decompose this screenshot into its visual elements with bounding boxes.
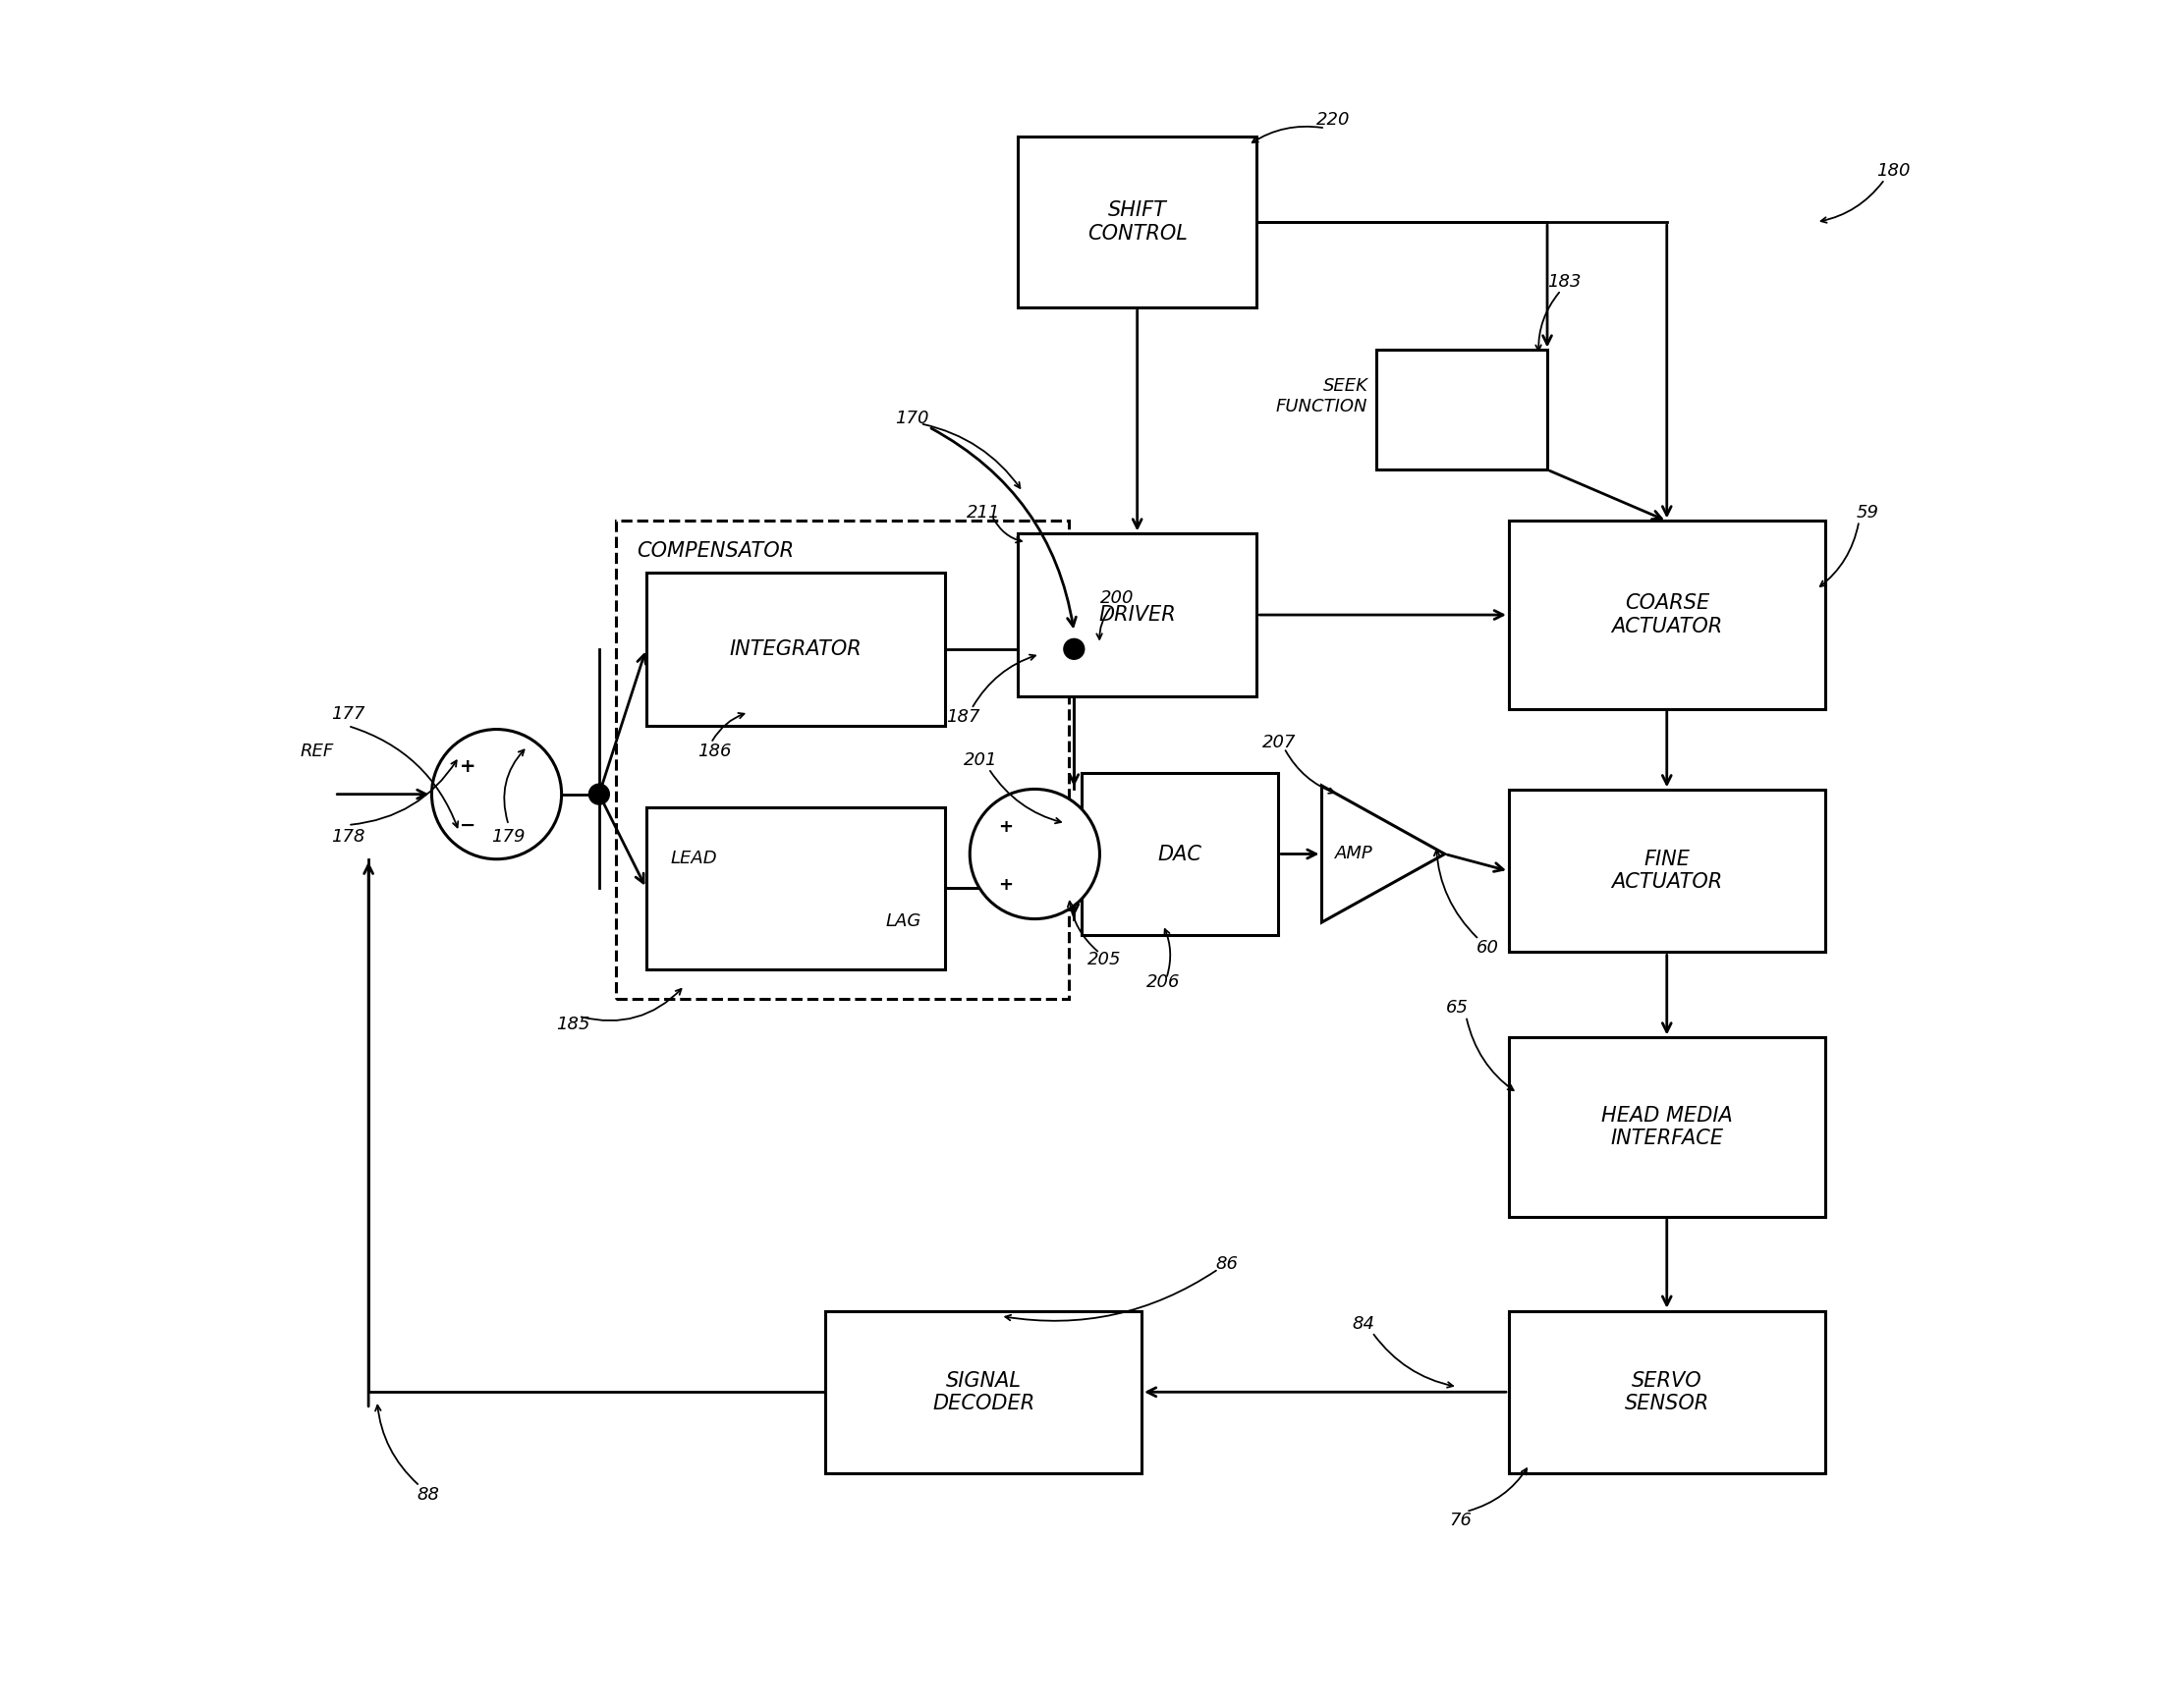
Circle shape <box>589 784 610 804</box>
Bar <box>1510 1312 1824 1472</box>
Text: 220: 220 <box>1316 111 1351 128</box>
Text: COARSE
ACTUATOR: COARSE ACTUATOR <box>1612 594 1722 635</box>
Bar <box>1019 137 1258 307</box>
Text: 183: 183 <box>1546 273 1581 290</box>
Text: AMP: AMP <box>1336 845 1373 863</box>
Bar <box>1019 533 1258 697</box>
Bar <box>1510 789 1824 951</box>
Text: 200: 200 <box>1099 589 1134 606</box>
Text: LEAD: LEAD <box>669 851 717 868</box>
Text: 205: 205 <box>1088 951 1121 968</box>
Text: 86: 86 <box>1216 1255 1238 1272</box>
Text: 59: 59 <box>1857 504 1879 521</box>
Text: 186: 186 <box>697 743 732 760</box>
Bar <box>825 1312 1142 1472</box>
Text: REF: REF <box>300 743 334 760</box>
Text: 65: 65 <box>1447 999 1468 1016</box>
Text: 206: 206 <box>1147 974 1179 991</box>
Text: 179: 179 <box>491 828 526 845</box>
Bar <box>1510 1037 1824 1216</box>
Text: 185: 185 <box>556 1016 591 1033</box>
Text: LAG: LAG <box>886 912 921 929</box>
Text: 211: 211 <box>967 504 1001 521</box>
Polygon shape <box>1323 786 1444 922</box>
Text: −: − <box>460 816 476 834</box>
Bar <box>1377 350 1546 470</box>
Text: SEEK
FUNCTION: SEEK FUNCTION <box>1275 377 1368 415</box>
Circle shape <box>432 729 563 859</box>
Text: DRIVER: DRIVER <box>1099 605 1175 625</box>
Bar <box>1510 521 1824 709</box>
Text: 207: 207 <box>1262 734 1297 752</box>
Text: 84: 84 <box>1353 1315 1375 1332</box>
Bar <box>617 521 1069 999</box>
Text: FINE
ACTUATOR: FINE ACTUATOR <box>1612 851 1722 892</box>
Text: SIGNAL
DECODER: SIGNAL DECODER <box>932 1372 1034 1413</box>
Text: 187: 187 <box>947 709 980 726</box>
Text: DAC: DAC <box>1158 844 1201 864</box>
Text: 60: 60 <box>1477 939 1499 956</box>
Text: 76: 76 <box>1449 1512 1473 1529</box>
Text: 88: 88 <box>417 1486 439 1503</box>
Bar <box>1082 772 1277 936</box>
Text: HEAD MEDIA
INTERFACE: HEAD MEDIA INTERFACE <box>1601 1107 1733 1148</box>
Text: 170: 170 <box>895 410 930 427</box>
Circle shape <box>1064 639 1084 659</box>
Text: 180: 180 <box>1877 162 1909 179</box>
Text: SERVO
SENSOR: SERVO SENSOR <box>1625 1372 1709 1413</box>
Text: COMPENSATOR: COMPENSATOR <box>636 541 795 562</box>
Text: INTEGRATOR: INTEGRATOR <box>730 639 862 659</box>
Text: 201: 201 <box>962 752 997 769</box>
Text: 178: 178 <box>330 828 365 845</box>
Bar <box>645 808 945 970</box>
Text: SHIFT
CONTROL: SHIFT CONTROL <box>1088 202 1188 243</box>
Text: +: + <box>999 876 1012 893</box>
Bar <box>645 572 945 726</box>
Text: 177: 177 <box>330 705 365 722</box>
Circle shape <box>971 789 1099 919</box>
Text: +: + <box>999 818 1012 835</box>
Text: +: + <box>460 758 476 775</box>
